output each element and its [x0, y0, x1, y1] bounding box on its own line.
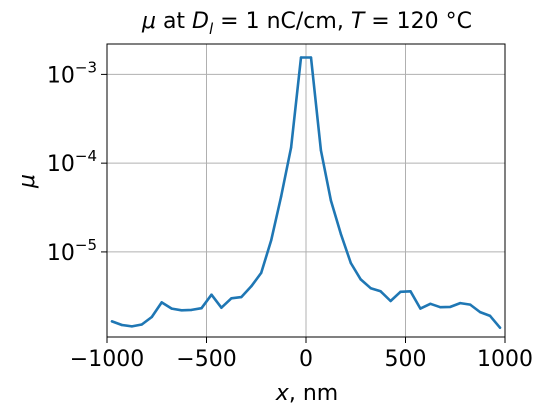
data-point [120, 323, 124, 327]
data-point [170, 307, 173, 310]
y-tick-exponent: −3 [75, 58, 97, 76]
data-point [339, 232, 342, 235]
x-tick-label: −500 [176, 347, 236, 372]
data-point [200, 307, 203, 310]
data-point [319, 149, 323, 152]
title-d-sub: l [209, 20, 214, 38]
data-point [160, 301, 163, 304]
data-point [110, 320, 114, 323]
data-point [150, 315, 153, 319]
data-point [488, 314, 492, 318]
data-point [349, 261, 352, 265]
title-at: at [156, 9, 192, 34]
data-point [210, 293, 213, 296]
data-point [130, 325, 134, 328]
title-mid: = 1 nC/cm, [213, 9, 351, 34]
chart-title: μ at Dl = 1 nC/cm, T = 120 °C [141, 9, 472, 38]
data-point [140, 323, 143, 326]
title-mu: μ [141, 9, 156, 34]
x-tick-label: 1000 [477, 347, 533, 372]
data-point [469, 303, 472, 306]
series-line [110, 56, 502, 330]
data-point [409, 290, 412, 293]
data-point [180, 309, 183, 312]
y-tick-label: 10−3 [47, 58, 97, 88]
y-tick-exponent: −4 [75, 147, 97, 165]
data-point [449, 305, 452, 309]
data-point [359, 278, 362, 281]
x-axis-label-var: x [275, 381, 290, 406]
data-point [399, 290, 402, 293]
data-point [190, 308, 193, 312]
data-point [289, 146, 293, 149]
x-ticks: −1000 −500 0 500 1000 [70, 337, 533, 372]
data-point [478, 310, 482, 314]
data-point [389, 299, 392, 303]
x-axis-label: x, nm [275, 381, 338, 406]
data-point [419, 307, 422, 310]
y-tick-label: 10−4 [47, 147, 97, 177]
data-point [220, 306, 223, 309]
data-point [270, 239, 273, 242]
y-tick-base: 10 [47, 152, 75, 177]
data-point [309, 56, 313, 59]
series-group [110, 56, 502, 330]
grid [106, 44, 506, 337]
x-tick-label: 500 [385, 347, 427, 372]
title-end: = 120 °C [364, 9, 472, 34]
y-tick-base: 10 [47, 63, 75, 88]
x-tick-label: 0 [299, 347, 313, 372]
data-point [279, 195, 283, 198]
data-point [459, 301, 462, 305]
data-point [369, 287, 372, 290]
data-point [498, 326, 502, 329]
data-point [250, 285, 253, 288]
x-axis-label-rest: , nm [289, 381, 338, 406]
x-tick-label: −1000 [70, 347, 144, 372]
data-point [240, 295, 243, 299]
y-tick-label: 10−5 [47, 236, 97, 266]
y-tick-base: 10 [47, 241, 75, 266]
y-axis-label: μ [15, 174, 40, 189]
data-point [439, 306, 442, 309]
title-t: T [351, 9, 366, 34]
data-point [230, 297, 233, 300]
data-point [379, 290, 382, 293]
data-point [260, 271, 263, 275]
data-point [329, 199, 333, 202]
y-ticks: 10−510−410−3 [47, 58, 107, 266]
y-tick-exponent: −5 [75, 236, 97, 254]
title-d: D [192, 9, 209, 34]
data-point [299, 56, 303, 59]
data-point [429, 302, 432, 305]
